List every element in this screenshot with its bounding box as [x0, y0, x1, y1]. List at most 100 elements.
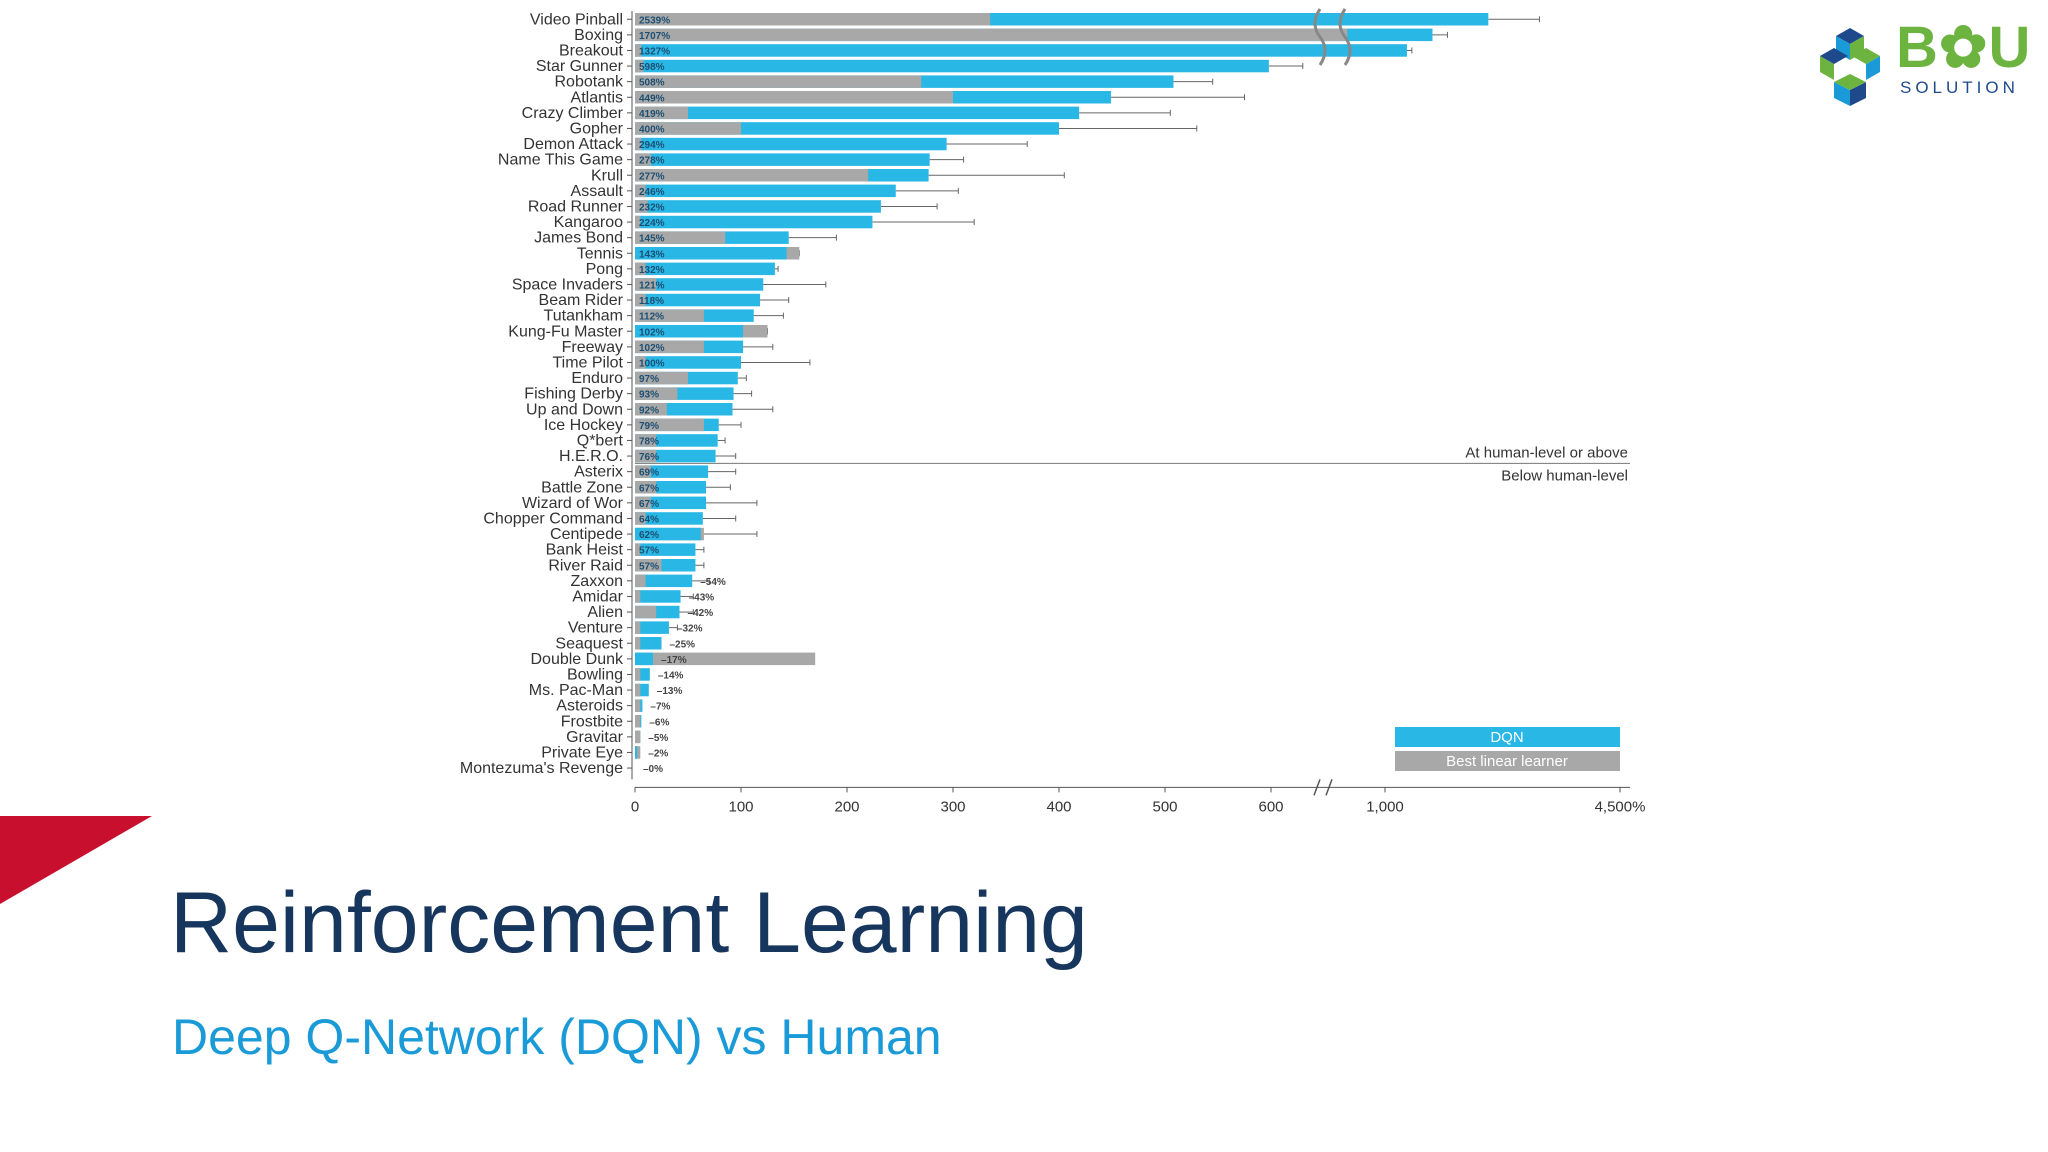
- dqn-value-label: 1707%: [639, 31, 670, 42]
- linear-bar: [635, 200, 648, 213]
- category-label: Centipede: [550, 526, 623, 543]
- linear-bar: [635, 559, 662, 572]
- category-label: Krull: [591, 167, 623, 184]
- legend-swatch: [1395, 751, 1620, 771]
- dqn-value-label: 118%: [639, 296, 664, 307]
- dqn-value-label: 224%: [639, 218, 665, 229]
- dqn-bar: [635, 44, 1407, 57]
- dqn-value-label: 102%: [639, 343, 665, 354]
- category-label: Ice Hockey: [544, 417, 623, 434]
- bu-solution-logo: B✿U SOLUTION: [1810, 16, 2032, 110]
- dqn-value-label: –2%: [648, 748, 668, 759]
- logo-text: B✿U: [1896, 15, 2032, 80]
- dqn-bar: [635, 200, 881, 213]
- x-tick-label: 400: [1046, 798, 1071, 815]
- category-label: Space Invaders: [512, 276, 623, 293]
- dqn-value-label: 449%: [639, 93, 665, 104]
- linear-bar: [635, 215, 641, 229]
- category-label: Demon Attack: [523, 136, 624, 153]
- category-label: Kung-Fu Master: [508, 323, 623, 340]
- linear-bar: [635, 44, 642, 57]
- dqn-value-label: –25%: [670, 639, 696, 650]
- category-label: Pong: [586, 261, 623, 278]
- category-label: Robotank: [555, 74, 624, 91]
- category-label: Seaquest: [555, 635, 623, 652]
- dqn-bar: [635, 184, 896, 198]
- x-tick-label: 600: [1258, 798, 1283, 815]
- category-label: Battle Zone: [541, 479, 623, 496]
- category-label: Assault: [571, 183, 624, 200]
- category-label: Double Dunk: [531, 651, 625, 668]
- linear-bar: [635, 13, 991, 26]
- linear-bar: [635, 184, 646, 198]
- dqn-value-label: –14%: [658, 670, 684, 681]
- category-label: Frostbite: [561, 713, 623, 730]
- dqn-bar: [635, 262, 775, 276]
- dqn-bar: [635, 465, 709, 478]
- linear-bar: [635, 715, 641, 728]
- dqn-value-label: –13%: [657, 686, 683, 697]
- x-tick-label: 500: [1152, 798, 1177, 815]
- category-label: Star Gunner: [536, 58, 624, 75]
- dqn-value-label: 76%: [639, 452, 659, 463]
- linear-bar: [635, 637, 641, 650]
- dqn-value-label: 112%: [639, 312, 664, 323]
- dqn-value-label: 419%: [639, 109, 665, 120]
- legend-label: DQN: [1490, 729, 1523, 746]
- dqn-bar: [635, 106, 1080, 120]
- linear-bar: [635, 403, 667, 416]
- linear-bar: [635, 652, 816, 666]
- dqn-value-label: 508%: [639, 78, 665, 89]
- linear-bar: [635, 449, 657, 463]
- dqn-bar: [635, 356, 741, 369]
- category-label: Ms. Pac-Man: [529, 682, 623, 699]
- linear-bar: [635, 387, 678, 400]
- dqn-bar: [635, 543, 696, 556]
- linear-bar: [635, 293, 646, 307]
- linear-bar: [635, 746, 641, 759]
- dqn-bar: [635, 512, 703, 525]
- linear-bar: [635, 59, 644, 73]
- category-label: Gravitar: [566, 729, 624, 746]
- linear-bar: [635, 668, 641, 681]
- category-label: H.E.R.O.: [559, 448, 623, 465]
- legend-swatch: [1395, 727, 1620, 747]
- dqn-value-label: 102%: [639, 327, 665, 338]
- category-label: Chopper Command: [483, 510, 623, 527]
- dqn-value-label: –32%: [677, 624, 703, 635]
- linear-bar: [635, 340, 704, 354]
- linear-bar: [635, 137, 642, 151]
- dqn-value-label: 57%: [639, 561, 659, 572]
- dqn-value-label: –42%: [688, 608, 714, 619]
- category-label: Zaxxon: [571, 573, 623, 590]
- dqn-bar: [635, 652, 654, 666]
- dqn-bar: [635, 637, 662, 650]
- logo-subtext: SOLUTION: [1900, 78, 2019, 97]
- dqn-bar: [635, 293, 761, 307]
- category-label: James Bond: [534, 230, 623, 247]
- category-label: Atlantis: [571, 89, 623, 106]
- dqn-bar: [635, 496, 707, 510]
- linear-bar: [635, 309, 704, 322]
- axis-break-mark: [1338, 8, 1352, 66]
- category-label: Video Pinball: [530, 11, 623, 28]
- dqn-value-label: 132%: [639, 265, 665, 276]
- dqn-bar: [635, 247, 787, 260]
- red-corner-accent: [0, 816, 152, 904]
- dqn-value-label: 145%: [639, 234, 665, 245]
- category-label: Fishing Derby: [524, 386, 623, 403]
- linear-bar: [635, 371, 688, 385]
- category-label: Kangaroo: [554, 214, 623, 231]
- dqn-value-label: 78%: [639, 436, 659, 447]
- dqn-value-label: 64%: [639, 514, 659, 525]
- category-label: Up and Down: [526, 401, 623, 418]
- dqn-value-label: 97%: [639, 374, 659, 385]
- dqn-bar: [635, 215, 873, 229]
- linear-bar: [635, 481, 657, 494]
- dqn-value-label: 598%: [639, 62, 665, 73]
- category-label: Name This Game: [498, 152, 623, 169]
- dqn-bar: [635, 621, 669, 634]
- dqn-vs-human-chart: Video Pinball 2539% Boxing 1707% Breakout 132…: [460, 8, 1645, 815]
- dqn-value-label: 79%: [639, 421, 659, 432]
- linear-bar: [635, 106, 688, 120]
